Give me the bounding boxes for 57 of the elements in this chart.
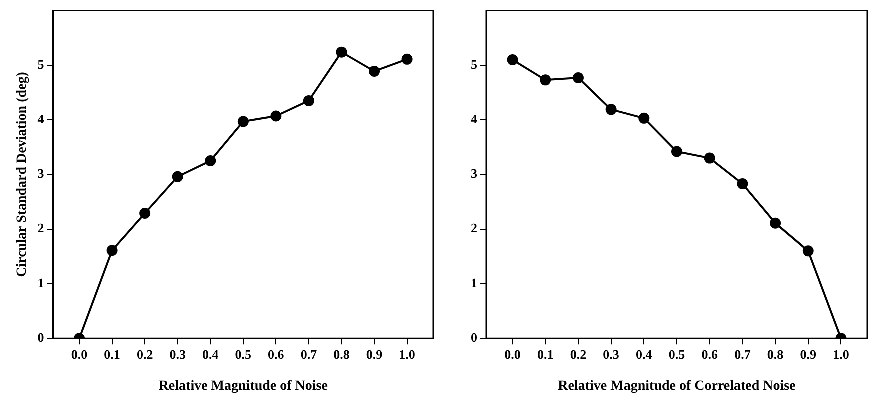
point: [638, 112, 650, 124]
point: [238, 116, 249, 128]
x-tick-label: 0.4: [202, 346, 220, 362]
x-axis-title: Relative Magnitude of Noise: [158, 379, 328, 394]
point: [606, 104, 617, 116]
x-tick-label: 0.4: [636, 346, 653, 362]
y-tick-label: 2: [471, 220, 478, 236]
point: [737, 178, 748, 190]
point: [140, 208, 151, 219]
x-tick-label: 0.5: [668, 346, 686, 362]
y-tick-label: 3: [471, 166, 478, 182]
point: [205, 156, 216, 167]
point: [802, 246, 814, 257]
y-tick-label: 0: [38, 330, 44, 345]
x-tick-label: 0.9: [800, 346, 818, 362]
y-tick-label: 1: [38, 275, 44, 290]
point: [402, 54, 413, 65]
x-tick-label: 0.3: [603, 346, 620, 362]
y-tick-label: 0: [471, 330, 478, 345]
point: [540, 74, 552, 86]
y-tick-label: 1: [471, 275, 478, 290]
point: [303, 95, 314, 106]
x-tick-label: 1.0: [833, 346, 850, 362]
x-tick-label: 0.8: [334, 346, 350, 362]
y-tick-label: 5: [38, 56, 45, 72]
x-tick-label: 0.2: [570, 346, 587, 362]
x-tick-label: 0.5: [235, 346, 252, 362]
x-tick-label: 0.1: [104, 346, 120, 362]
point: [704, 152, 716, 164]
x-tick-label: 0.2: [136, 346, 154, 362]
x-tick-label: 0.6: [702, 346, 718, 362]
point: [336, 46, 348, 58]
y-tick-label: 2: [38, 220, 44, 236]
y-tick-label: 4: [38, 111, 45, 126]
x-tick-label: 0.7: [734, 346, 752, 362]
point: [369, 66, 380, 77]
x-tick-label: 0.0: [71, 346, 88, 362]
point: [572, 72, 584, 84]
point: [672, 146, 682, 158]
x-tick-label: 0.8: [767, 346, 784, 362]
x-tick-label: 0.1: [537, 346, 554, 362]
point: [172, 171, 184, 182]
y-tick-label: 3: [38, 166, 45, 182]
y-tick-label: 5: [471, 56, 478, 72]
x-tick-label: 0.6: [268, 346, 285, 362]
y-tick-label: 4: [471, 111, 478, 126]
x-tick-label: 1.0: [399, 346, 416, 362]
x-tick-label: 0.0: [504, 346, 521, 362]
x-tick-label: 0.7: [300, 346, 318, 362]
point: [106, 245, 118, 256]
x-axis-title: Relative Magnitude of Correlated Noise: [558, 379, 796, 394]
point: [507, 54, 518, 66]
x-tick-label: 0.3: [170, 346, 186, 362]
y-axis-title: Circular Standard Deviation (deg): [15, 72, 30, 278]
point: [770, 218, 782, 229]
point: [270, 110, 282, 122]
x-tick-label: 0.9: [366, 346, 384, 362]
